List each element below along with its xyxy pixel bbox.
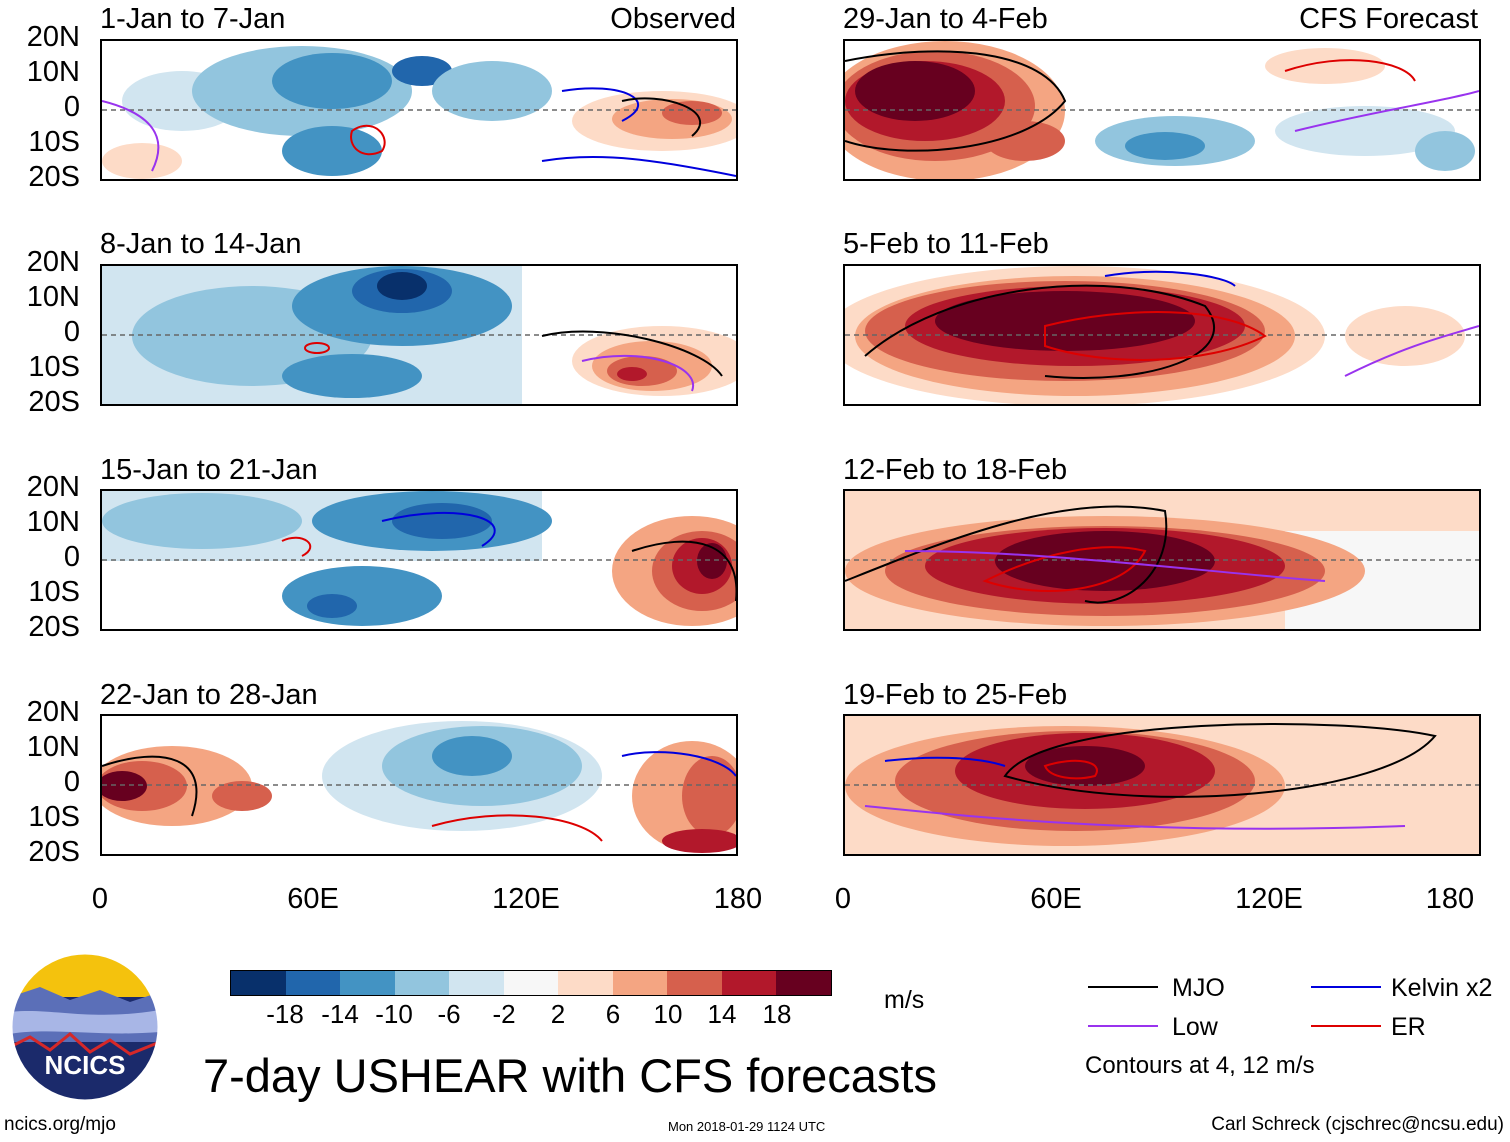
lat-label: 10N xyxy=(26,731,80,763)
colorbar-label: 2 xyxy=(550,999,566,1029)
panel-title: 15-Jan to 21-Jan xyxy=(100,454,318,486)
panel-title: 5-Feb to 11-Feb xyxy=(843,228,1049,260)
legend-line-low xyxy=(1088,1025,1158,1027)
colorbar-swatch xyxy=(449,971,504,995)
colorbar-swatch xyxy=(776,971,832,995)
lat-label: 0 xyxy=(63,316,80,348)
legend-note: Contours at 4, 12 m/s xyxy=(1085,1052,1315,1079)
panel-title: 19-Feb to 25-Feb xyxy=(843,679,1068,711)
panel-title: 8-Jan to 14-Jan xyxy=(100,228,302,260)
lat-label: 20S xyxy=(28,611,80,643)
colorbar-swatch xyxy=(503,971,559,995)
footer-author: Carl Schreck (cjschrec@ncsu.edu) xyxy=(1211,1114,1504,1135)
lat-label: 20S xyxy=(28,161,80,193)
lon-label: 0 xyxy=(91,883,109,915)
panel-title: 22-Jan to 28-Jan xyxy=(100,679,318,711)
source-label-forecast: CFS Forecast xyxy=(1299,3,1478,35)
colorbar-swatch xyxy=(231,971,286,995)
map-observed-1 xyxy=(100,39,738,181)
legend-label-er: ER xyxy=(1391,1013,1426,1041)
lon-label: 120E xyxy=(492,883,560,915)
lon-label: 180 xyxy=(1425,883,1475,915)
footer-timestamp: Mon 2018-01-29 1124 UTC xyxy=(668,1119,826,1134)
figure-title: 7-day USHEAR with CFS forecasts xyxy=(203,1049,937,1102)
map-observed-2 xyxy=(100,264,738,406)
legend-label-low: Low xyxy=(1172,1013,1218,1041)
colorbar-label: 18 xyxy=(762,999,792,1029)
legend-label-kelvin: Kelvin x2 xyxy=(1391,974,1493,1002)
colorbar-swatch xyxy=(612,971,668,995)
lat-label: 10N xyxy=(26,281,80,313)
lat-label: 0 xyxy=(63,541,80,573)
map-forecast-4 xyxy=(843,714,1481,856)
lat-label: 20N xyxy=(26,696,80,728)
lat-label: 10S xyxy=(28,576,80,608)
logo-text: NCICS xyxy=(44,1050,126,1080)
legend-line-kelvin xyxy=(1311,986,1381,988)
lat-label: 0 xyxy=(63,766,80,798)
colorbar-swatch xyxy=(340,971,395,995)
colorbar-label: 10 xyxy=(653,999,683,1029)
colorbar-label: 6 xyxy=(605,999,621,1029)
source-label-observed: Observed xyxy=(610,3,736,35)
colorbar-label: -6 xyxy=(437,999,461,1029)
legend-line-er xyxy=(1311,1025,1381,1027)
colorbar-label: -2 xyxy=(492,999,516,1029)
map-forecast-2 xyxy=(843,264,1481,406)
lat-label: 20N xyxy=(26,21,80,53)
map-observed-4 xyxy=(100,714,738,856)
panel-title: 1-Jan to 7-Jan xyxy=(100,3,286,35)
colorbar xyxy=(230,970,832,996)
colorbar-swatch xyxy=(394,971,450,995)
lon-label: 60E xyxy=(287,883,339,915)
lat-label: 20N xyxy=(26,471,80,503)
legend-label-mjo: MJO xyxy=(1172,974,1225,1002)
lon-label: 120E xyxy=(1235,883,1303,915)
lat-label: 10S xyxy=(28,801,80,833)
lat-label: 20N xyxy=(26,246,80,278)
map-observed-3 xyxy=(100,489,738,631)
map-forecast-1 xyxy=(843,39,1481,181)
panel-title: 29-Jan to 4-Feb xyxy=(843,3,1048,35)
colorbar-swatch xyxy=(285,971,341,995)
colorbar-swatch xyxy=(558,971,613,995)
panel-title: 12-Feb to 18-Feb xyxy=(843,454,1068,486)
ncics-logo: NCICS xyxy=(10,952,160,1102)
lat-label: 20S xyxy=(28,386,80,418)
colorbar-label: -14 xyxy=(321,999,359,1029)
colorbar-label: -18 xyxy=(266,999,304,1029)
lat-label: 10S xyxy=(28,351,80,383)
lon-label: 0 xyxy=(834,883,852,915)
footer-url: ncics.org/mjo xyxy=(4,1114,116,1135)
colorbar-units: m/s xyxy=(884,986,925,1014)
lat-label: 20S xyxy=(28,836,80,868)
lon-label: 60E xyxy=(1030,883,1082,915)
map-forecast-3 xyxy=(843,489,1481,631)
colorbar-swatch xyxy=(721,971,777,995)
lon-label: 180 xyxy=(713,883,763,915)
colorbar-label: -10 xyxy=(375,999,413,1029)
colorbar-label: 14 xyxy=(707,999,737,1029)
lat-label: 10S xyxy=(28,126,80,158)
colorbar-swatch xyxy=(667,971,722,995)
lat-label: 0 xyxy=(63,91,80,123)
lat-label: 10N xyxy=(26,56,80,88)
lat-label: 10N xyxy=(26,506,80,538)
legend-line-mjo xyxy=(1088,986,1158,988)
